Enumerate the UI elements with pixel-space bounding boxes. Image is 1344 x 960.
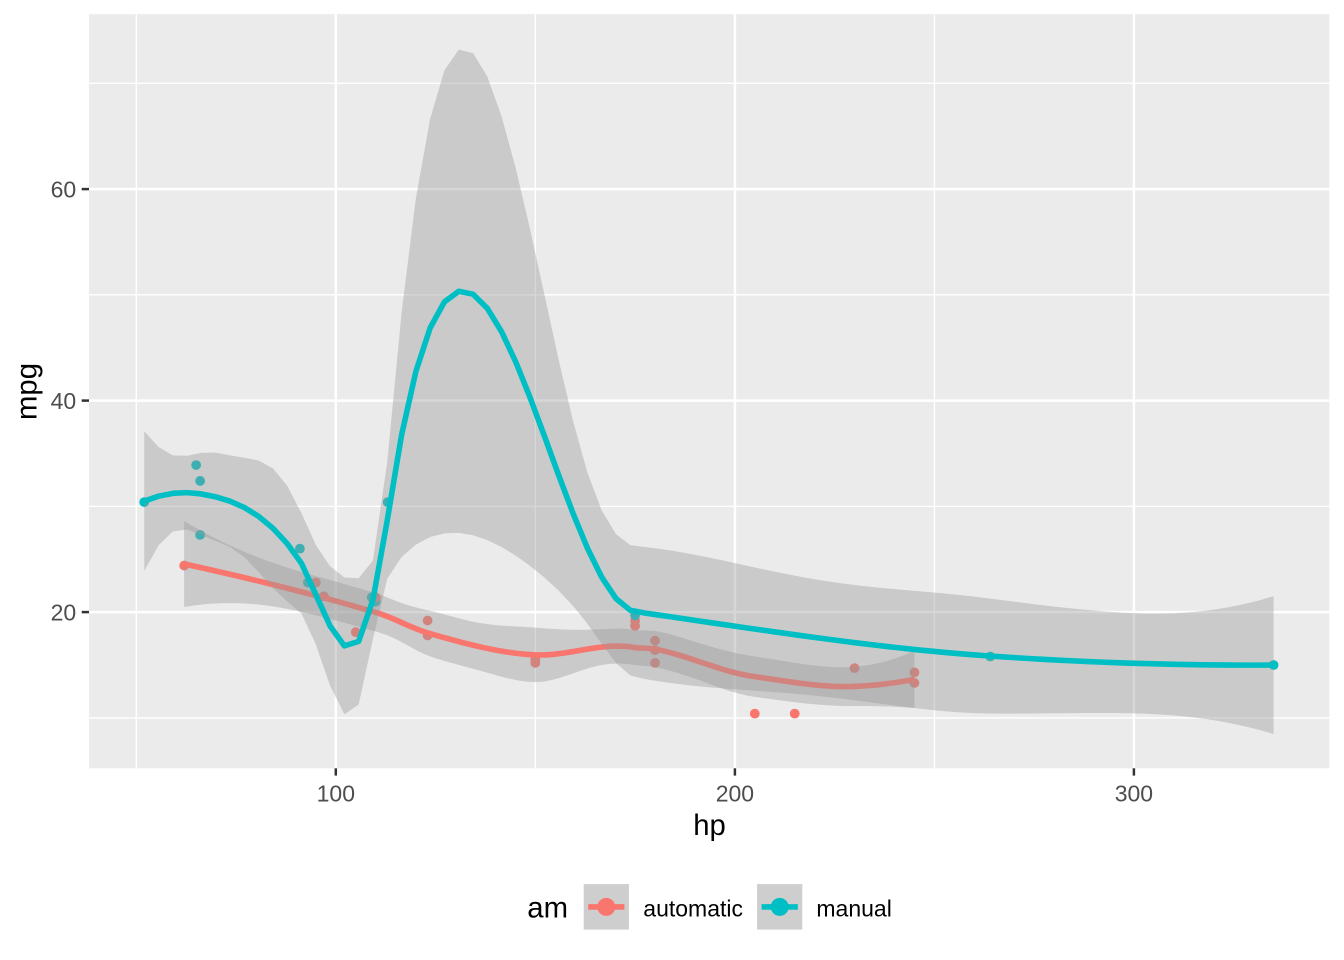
svg-text:40: 40 xyxy=(51,388,77,414)
svg-text:automatic: automatic xyxy=(643,896,743,922)
svg-text:100: 100 xyxy=(317,780,355,806)
svg-text:300: 300 xyxy=(1115,780,1153,806)
svg-text:mpg: mpg xyxy=(11,363,44,420)
svg-text:20: 20 xyxy=(51,600,77,626)
svg-text:200: 200 xyxy=(716,780,754,806)
svg-text:manual: manual xyxy=(816,896,891,922)
svg-text:hp: hp xyxy=(693,809,726,842)
svg-text:am: am xyxy=(527,892,568,925)
svg-text:60: 60 xyxy=(51,177,77,203)
